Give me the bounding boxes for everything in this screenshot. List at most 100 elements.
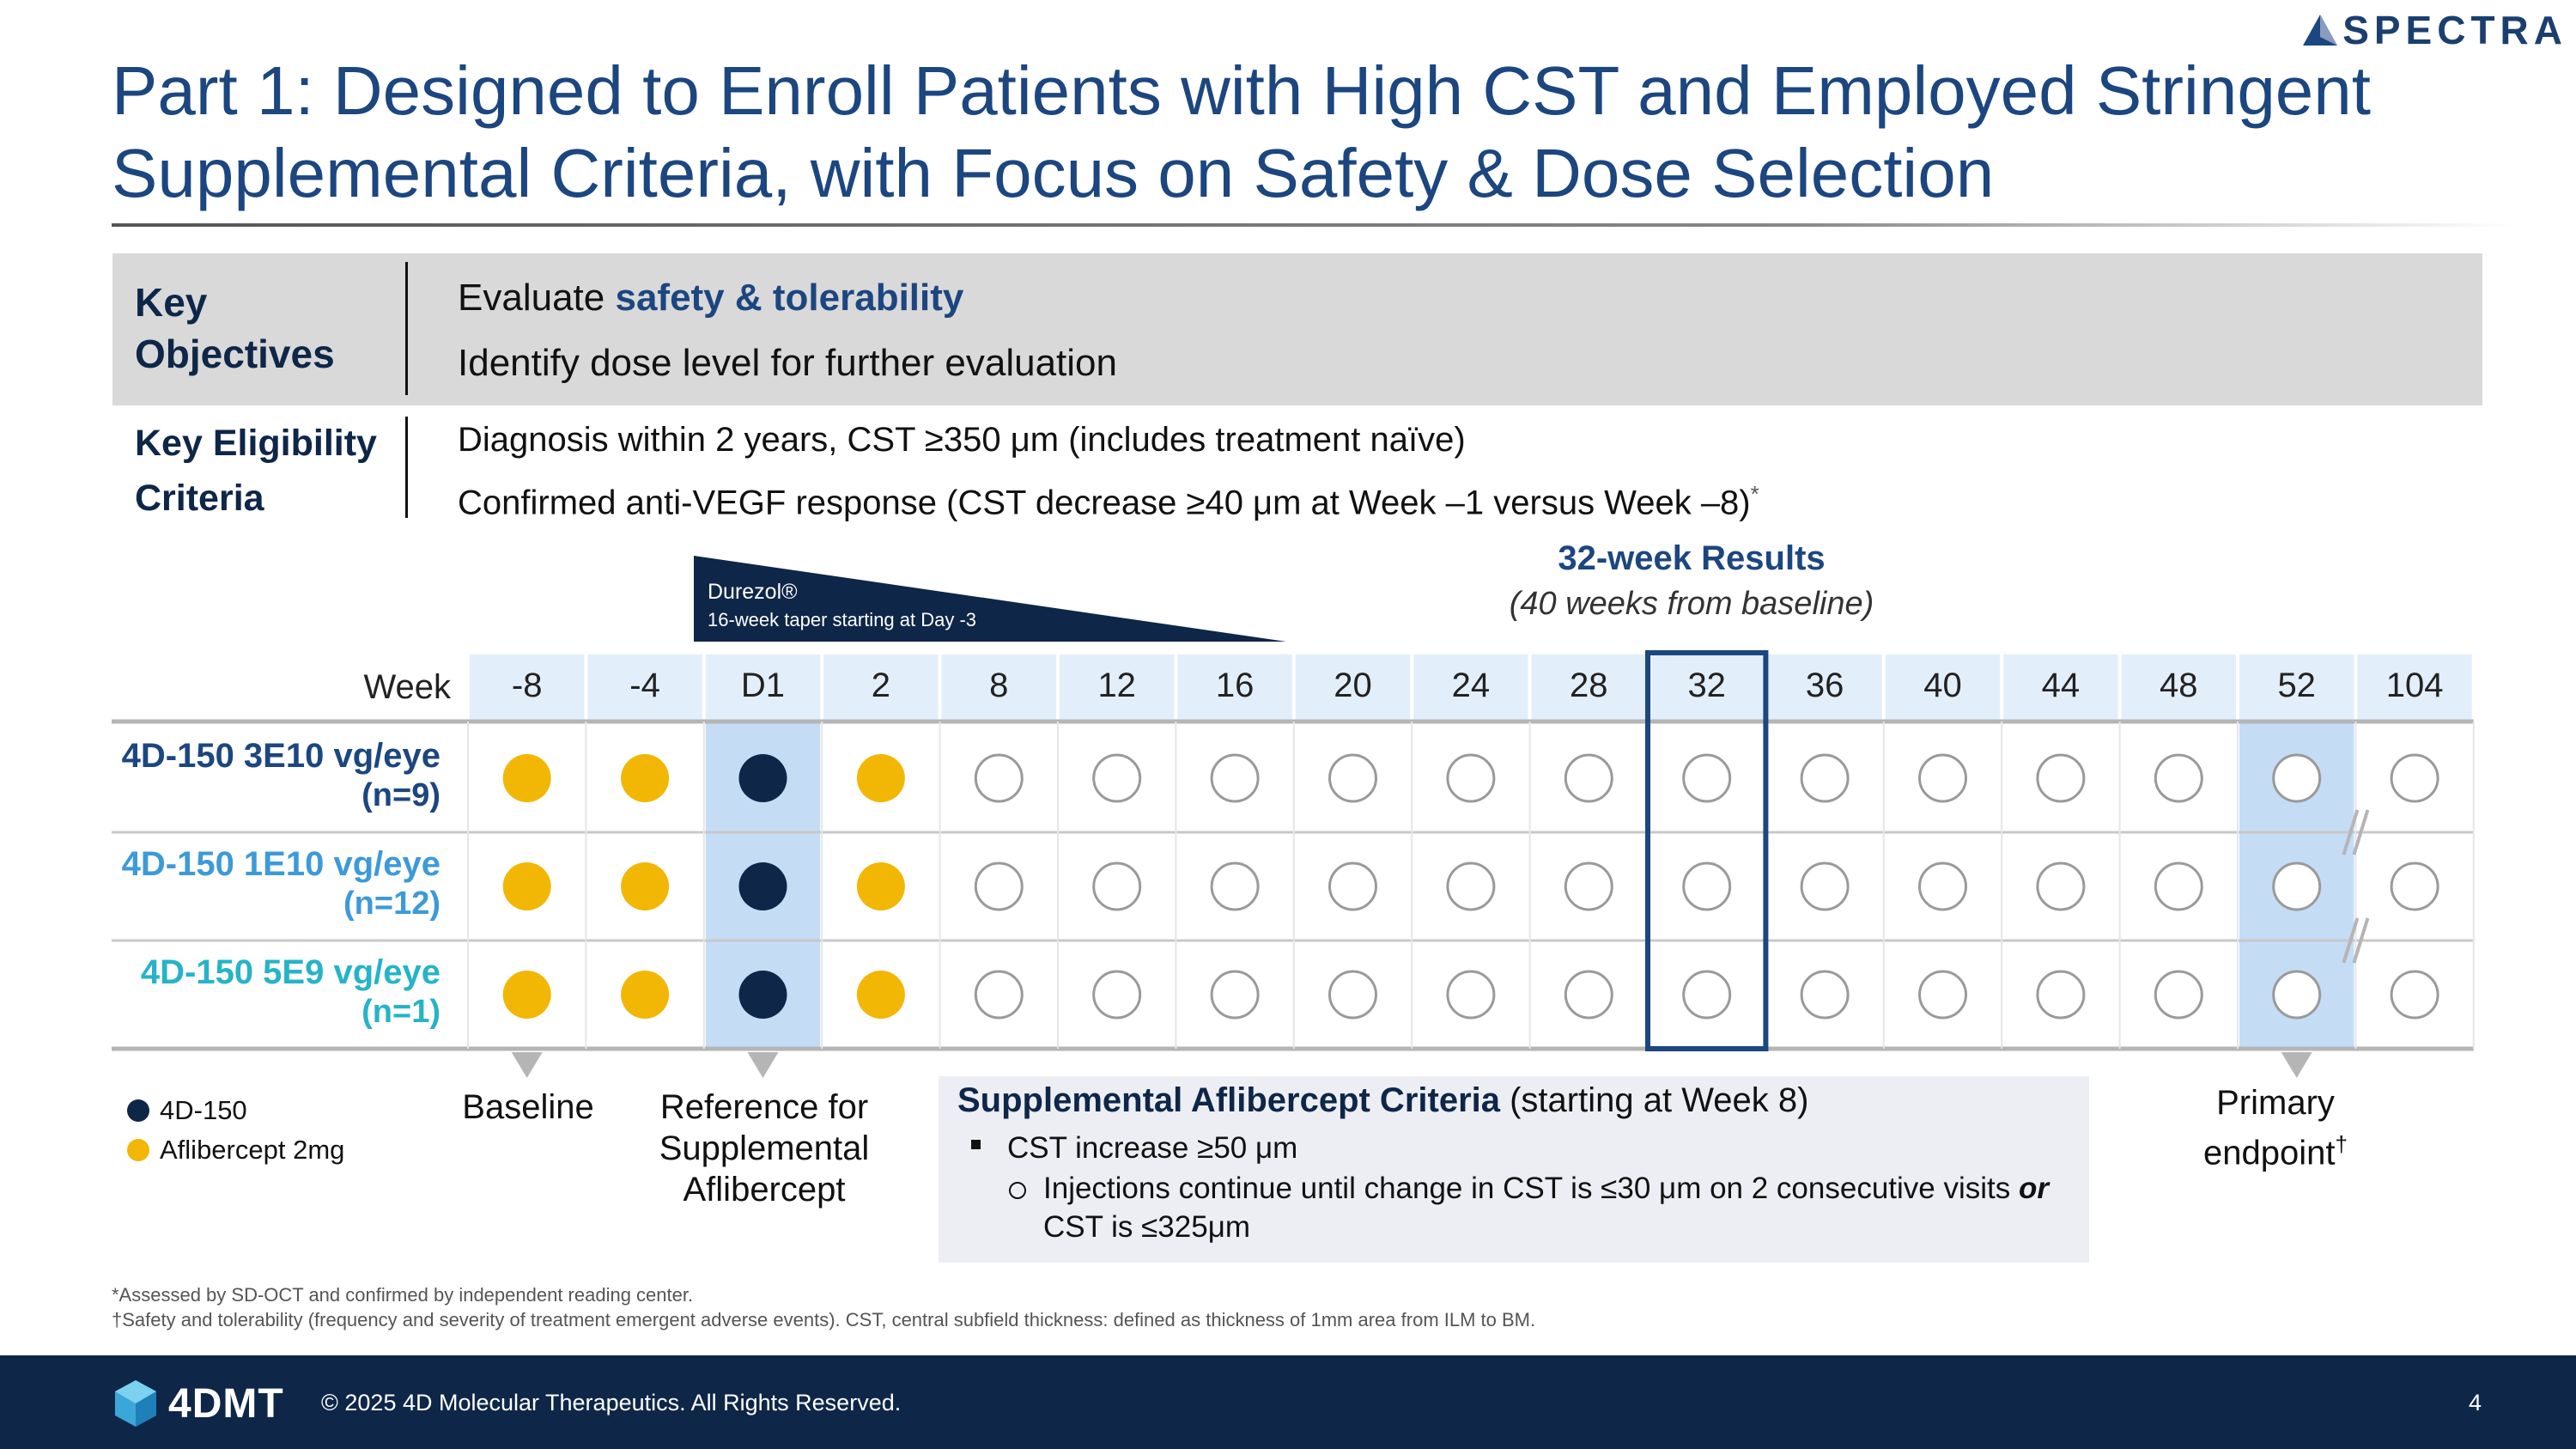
- legend-label: Aflibercept 2mg: [160, 1135, 345, 1165]
- eligibility-label-line2: Criteria: [135, 478, 264, 519]
- supplemental-bullet-2-b: CST is ≤325μm: [1043, 1210, 1251, 1244]
- supplemental-title-bold: Supplemental Aflibercept Criteria: [957, 1081, 1500, 1119]
- visit-marker: [1682, 861, 1732, 911]
- 4d150-dose-marker: [738, 754, 787, 802]
- legend-item: Aflibercept 2mg: [127, 1135, 344, 1166]
- aflibercept-dose-marker: [502, 862, 551, 910]
- visit-marker: [1328, 970, 1377, 1020]
- week-tick-label: 52: [2277, 667, 2316, 704]
- week-header-cell: [470, 654, 585, 721]
- week-tick-label: -4: [629, 667, 660, 704]
- legend-item: 4D-150: [127, 1095, 247, 1126]
- reference-pointer: [747, 1052, 779, 1078]
- visit-marker: [1328, 753, 1377, 803]
- page-number: 4: [2468, 1390, 2482, 1416]
- visit-marker: [1682, 970, 1732, 1020]
- supplemental-bullet-2-a: Injections continue until change in CST …: [1043, 1172, 2019, 1205]
- visit-marker: [1682, 753, 1732, 803]
- baseline-pointer: [511, 1052, 543, 1078]
- week-header-cell: [2239, 654, 2354, 721]
- week-tick-label: 44: [2041, 667, 2081, 704]
- supplemental-criteria-box: Supplemental Aflibercept Criteria (start…: [939, 1076, 2089, 1263]
- week-tick-label: D1: [740, 667, 786, 704]
- aflibercept-dose-marker: [621, 754, 670, 802]
- objectives-label: Key Objectives: [135, 277, 335, 380]
- objectives-label-line2: Objectives: [135, 332, 335, 376]
- aflibercept-dose-marker: [502, 971, 551, 1019]
- visit-marker: [1446, 753, 1496, 803]
- visit-marker: [2272, 753, 2322, 803]
- eligibility-line2: Confirmed anti-VEGF response (CST decrea…: [458, 481, 1759, 522]
- supplemental-bullet-1: CST increase ≥50 μm: [1007, 1131, 1298, 1165]
- visit-marker: [1800, 861, 1850, 911]
- visit-marker: [2036, 753, 2086, 803]
- visit-marker: [974, 753, 1024, 803]
- supplemental-bullet-2: Injections continue until change in CST …: [1043, 1169, 2057, 1246]
- week-tick-label: 8: [989, 667, 1009, 704]
- eligibility-label: Key Eligibility Criteria: [135, 416, 377, 526]
- cohort-size: (n=1): [361, 994, 440, 1030]
- week-tick-label: 104: [2385, 667, 2444, 704]
- week-tick-label: 12: [1097, 667, 1136, 704]
- objectives-line2: Identify dose level for further evaluati…: [458, 342, 1118, 384]
- visit-marker: [1446, 861, 1496, 911]
- legend-label: 4D-150: [160, 1095, 247, 1125]
- visit-marker: [2272, 861, 2322, 911]
- 4dmt-hexagon-icon: [115, 1380, 156, 1427]
- durezol-note: 16-week taper starting at Day -3: [708, 609, 977, 630]
- aflibercept-dose-marker: [856, 971, 905, 1019]
- supplemental-title: Supplemental Aflibercept Criteria (start…: [957, 1081, 1808, 1120]
- week-header-cell: [2121, 654, 2236, 721]
- visit-marker: [1328, 861, 1377, 911]
- durezol-name: Durezol®: [708, 580, 798, 604]
- week-tick-label: 2: [871, 667, 890, 704]
- footnote-1: *Assessed by SD-OCT and confirmed by ind…: [112, 1284, 694, 1306]
- week-tick-label: 16: [1215, 667, 1255, 704]
- baseline-annotation: Baseline: [462, 1088, 594, 1126]
- visit-marker: [1092, 753, 1142, 803]
- spectra-logo: SPECTRA: [2301, 7, 2567, 53]
- key-objectives-panel: [112, 253, 2482, 405]
- durezol-taper: Durezol® 16-week taper starting at Day -…: [694, 556, 1286, 642]
- week-header-cell: [823, 654, 939, 721]
- week-tick-label: 28: [1570, 667, 1608, 704]
- week-header-cell: [1060, 654, 1175, 721]
- week-tick-label: 48: [2160, 667, 2198, 704]
- visit-marker: [1918, 970, 1967, 1020]
- week-header-cell: [2357, 654, 2472, 721]
- aflibercept-dose-marker: [856, 862, 905, 910]
- eligibility-line1: Diagnosis within 2 years, CST ≥350 μm (i…: [458, 421, 1466, 459]
- primary-endpoint-annotation: Primary endpoint†: [2164, 1082, 2387, 1173]
- objectives-divider: [405, 262, 408, 395]
- week-header-cell: [1413, 654, 1528, 721]
- week-header-cell: [1649, 654, 1765, 721]
- visit-marker: [1800, 753, 1850, 803]
- cohort-size: (n=9): [361, 777, 440, 813]
- legend-dot-icon: [127, 1099, 149, 1122]
- week-tick-label: -8: [511, 667, 543, 704]
- week-header-cell: [1885, 654, 2001, 721]
- visit-marker: [2154, 753, 2203, 803]
- cohort-size: (n=12): [343, 886, 440, 922]
- week-tick-label: 20: [1334, 667, 1372, 704]
- aflibercept-dose-marker: [502, 754, 551, 802]
- week-header-cell: [1295, 654, 1411, 721]
- aflibercept-dose-marker: [856, 754, 905, 802]
- square-bullet-icon: [971, 1140, 981, 1149]
- durezol-wedge: [694, 556, 1286, 642]
- footer-copyright: © 2025 4D Molecular Therapeutics. All Ri…: [321, 1390, 902, 1416]
- reference-annotation: Reference for Supplemental Aflibercept: [659, 1088, 870, 1209]
- primary-endpoint-text: Primary endpoint: [2203, 1084, 2336, 1172]
- objectives-label-line1: Key: [135, 280, 208, 325]
- aflibercept-dose-marker: [621, 971, 670, 1019]
- footer-brand: 4DMT: [168, 1380, 284, 1427]
- circle-bullet-icon: [1009, 1182, 1026, 1199]
- footer-bar: 4DMT © 2025 4D Molecular Therapeutics. A…: [0, 1355, 2576, 1449]
- primary-endpoint-pointer: [2281, 1052, 2312, 1078]
- cohort-label: 4D-150 1E10 vg/eye (n=12): [122, 844, 440, 923]
- week-header-cell: [1177, 654, 1292, 721]
- week-tick-label: 24: [1451, 667, 1491, 704]
- cohort-dose: 4D-150 3E10 vg/eye: [121, 737, 440, 775]
- axis-break-mark: [2352, 917, 2370, 964]
